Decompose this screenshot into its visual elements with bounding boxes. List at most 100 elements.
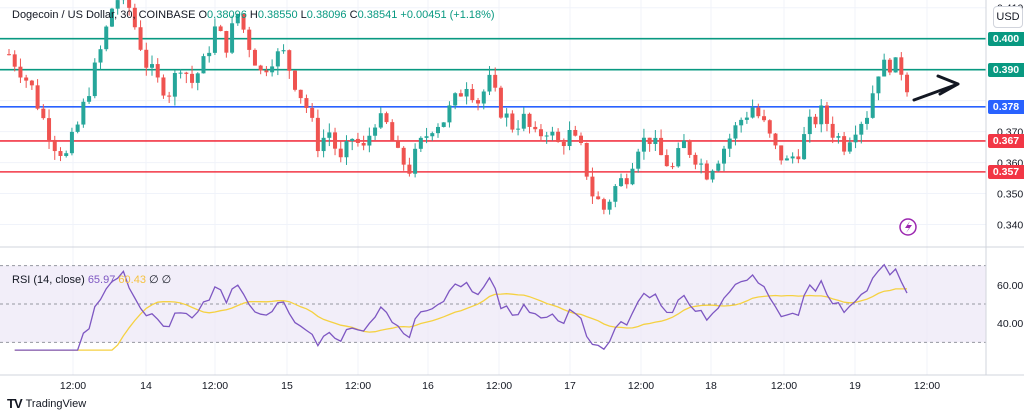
candle-body	[510, 113, 515, 130]
annotations	[899, 74, 960, 236]
candle-body	[836, 136, 841, 138]
grid	[0, 0, 986, 375]
candle-body	[790, 156, 795, 159]
candle-body	[127, 0, 132, 8]
rsi-ma-line	[14, 288, 908, 351]
close-value: 0.38541	[357, 9, 398, 21]
brand-name: TradingView	[25, 397, 87, 410]
candle-body	[12, 54, 17, 67]
low-label: L	[300, 9, 307, 21]
symbol-info: Dogecoin / US Dollar, 30, COINBASE O0.38…	[12, 9, 495, 21]
candle-body	[579, 135, 583, 143]
candle-body	[767, 120, 772, 134]
candle-body	[847, 142, 852, 152]
currency-button[interactable]: USD	[993, 6, 1023, 28]
candle-body	[681, 140, 686, 149]
candle-body	[58, 151, 63, 156]
tradingview-brand[interactable]: TV TradingView	[7, 396, 86, 411]
rsi-tick-label: 60.00	[997, 280, 1023, 292]
candle-body	[784, 158, 789, 161]
candle-body	[504, 113, 509, 118]
level-badge: 0.357	[988, 164, 1024, 179]
candle-body	[802, 134, 807, 160]
candle-body	[35, 85, 40, 109]
candle-body	[310, 107, 315, 118]
candle-body	[395, 140, 400, 148]
candle-body	[704, 163, 709, 180]
candle-body	[464, 88, 469, 97]
candles	[7, 0, 910, 215]
candle-body	[235, 14, 240, 24]
candle-body	[538, 129, 543, 137]
candle-body	[870, 93, 875, 118]
candle-body	[533, 126, 538, 130]
candle-body	[373, 127, 378, 136]
candle-body	[590, 176, 595, 197]
candle-body	[407, 164, 412, 174]
candle-body	[853, 134, 858, 143]
candle-body	[304, 98, 309, 108]
candle-body	[64, 153, 69, 156]
time-tick-label: 18	[705, 380, 717, 392]
candle-body	[584, 142, 589, 177]
candle-body	[264, 70, 269, 73]
candle-body	[544, 135, 549, 137]
candle-body	[521, 113, 526, 129]
time-tick-label: 14	[140, 380, 152, 392]
candle-body	[436, 126, 440, 134]
event-icon[interactable]	[899, 218, 917, 236]
candle-body	[321, 137, 326, 152]
candle-body	[270, 66, 275, 73]
candle-body	[344, 141, 349, 158]
candle-body	[24, 77, 29, 81]
candle-body	[813, 116, 818, 125]
candle-body	[596, 196, 601, 200]
candle-body	[138, 27, 143, 50]
candle-body	[109, 8, 114, 27]
candle-body	[315, 117, 320, 152]
candle-body	[487, 74, 492, 92]
candle-body	[722, 148, 726, 164]
candle-body	[550, 131, 555, 136]
candle-body	[744, 117, 749, 120]
rsi-ma-value: 60.43	[118, 274, 146, 286]
level-badge: 0.378	[988, 99, 1024, 114]
candle-body	[573, 129, 578, 136]
candle-body	[275, 51, 280, 67]
low-value: 0.38096	[306, 9, 347, 21]
candle-body	[258, 65, 263, 71]
symbol-name[interactable]: Dogecoin / US Dollar, 30, COINBASE	[12, 9, 196, 21]
time-tick-label: 15	[281, 380, 293, 392]
candle-body	[670, 166, 675, 168]
time-tick-label: 12:00	[202, 380, 228, 392]
candle-body	[87, 96, 92, 102]
candle-body	[418, 137, 423, 149]
candle-body	[613, 186, 618, 202]
rsi-line	[14, 263, 908, 351]
time-tick-label: 16	[422, 380, 434, 392]
candle-body	[41, 108, 46, 119]
candle-body	[516, 128, 521, 130]
candle-body	[470, 88, 475, 101]
level-badge: 0.390	[988, 62, 1024, 77]
rsi-value: 65.97	[87, 274, 116, 286]
candle-body	[190, 73, 195, 83]
rsi-legend: RSI (14, close) 65.97 60.43 ∅ ∅	[12, 273, 171, 286]
candle-body	[230, 23, 235, 53]
candle-body	[81, 101, 86, 125]
candle-body	[201, 56, 206, 74]
candle-body	[779, 145, 784, 161]
close-label: C	[349, 9, 358, 21]
candle-body	[739, 119, 744, 126]
candle-body	[390, 122, 395, 141]
candle-body	[195, 73, 200, 83]
candle-body	[567, 129, 572, 147]
candle-body	[458, 93, 463, 97]
candle-body	[498, 87, 503, 118]
candle-body	[384, 113, 389, 123]
candle-body	[298, 89, 303, 99]
candle-body	[447, 105, 452, 123]
candle-body	[699, 163, 704, 165]
rsi-label[interactable]: RSI (14, close)	[12, 274, 85, 286]
